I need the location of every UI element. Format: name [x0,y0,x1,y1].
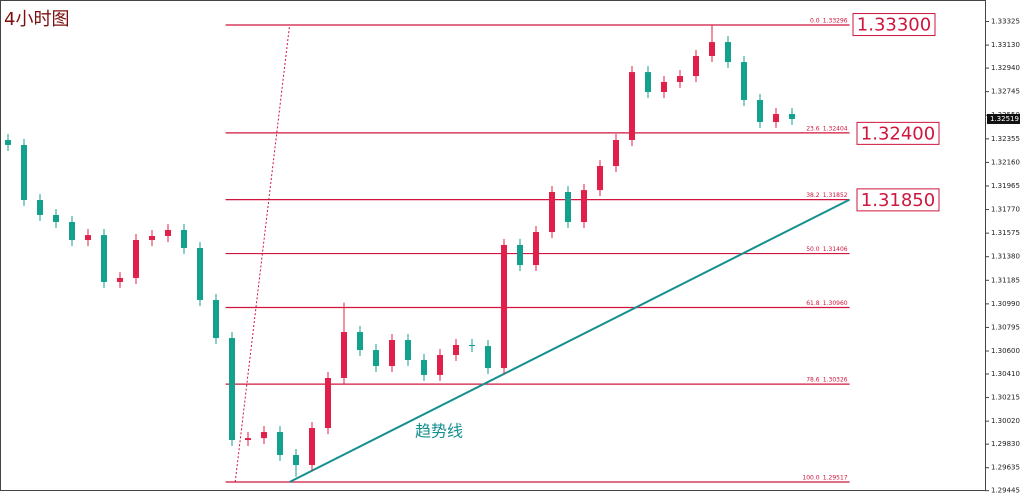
candle-body [693,55,699,77]
candle-body [373,350,379,367]
candle-body [341,332,347,378]
y-tick-label: 1.30990 [991,300,1020,308]
price-annotation-box [856,121,940,145]
fib-level-price: 1.33296 [823,18,848,25]
candle-body [405,340,411,360]
candle-body [789,114,795,119]
candle-body [613,140,619,167]
candle-body [5,140,11,145]
price-annotation-box [856,188,940,212]
y-tick-label: 1.31965 [991,182,1020,190]
y-tick-label: 1.32745 [991,88,1020,96]
y-tick-label: 1.29635 [991,464,1020,472]
candle-body [117,277,123,282]
candle-body [309,428,315,466]
candle-body [53,214,59,223]
y-tick-label: 1.31185 [991,276,1020,284]
y-tick-label: 1.32160 [991,158,1020,166]
candle-body [69,222,75,241]
candle-body [261,432,267,439]
candle-body [37,199,43,215]
y-tick-label: 1.31380 [991,253,1020,261]
candle-body [677,76,683,82]
candle-body [549,192,555,233]
candle-body [725,42,731,63]
candle-body [565,192,571,223]
fib-level-price: 1.31406 [823,246,848,253]
current-price-label: 1.32519 [990,115,1019,123]
candle-body [629,72,635,141]
y-tick-label: 1.31770 [991,206,1020,214]
fib-level-ratio: 50.0 [806,246,820,253]
fib-level-price: 1.30960 [823,300,848,307]
candle-body [21,144,27,200]
candle-body [773,114,779,123]
fib-level-ratio: 23.6 [806,125,820,132]
fib-level-price: 1.32404 [823,125,848,132]
candle-body [661,81,667,93]
candle-body [389,340,395,367]
trendline-label: 趋势线 [415,422,463,441]
candle-body [469,344,475,347]
trendline [289,198,851,483]
y-tick-label: 1.29445 [991,487,1020,495]
y-tick-label: 1.30795 [991,323,1020,331]
candle-body [325,377,331,429]
candle-body [517,244,523,266]
candle-body [741,62,747,100]
y-tick-label: 1.30410 [991,370,1020,378]
fib-level-ratio: 61.8 [806,300,820,307]
y-tick-label: 1.30600 [991,347,1020,355]
candle-body [165,229,171,237]
fib-anchor-line [234,24,291,483]
candle-body [101,235,107,282]
y-tick-label: 1.30215 [991,394,1020,402]
candle-body [453,344,459,356]
candle-body [357,332,363,351]
current-price-tag [987,113,1020,124]
y-tick-label: 1.33130 [991,41,1020,49]
y-tick-label: 1.32940 [991,64,1020,72]
candle-body [485,346,491,369]
candle-body [245,438,251,441]
y-tick-label: 1.31575 [991,229,1020,237]
fib-level-ratio: 100.0 [802,474,819,481]
candle-body [197,248,203,300]
candle-body [181,229,187,248]
candle-body [645,72,651,93]
price-annotation: 1.32400 [861,123,935,144]
candle-body [709,42,715,56]
candle-body [421,359,427,375]
fib-level-price: 1.29517 [823,474,848,481]
chart-title: 4小时图 [4,9,69,30]
candle-body [133,240,139,278]
price-annotation: 1.31850 [861,190,935,211]
candle-body [757,99,763,123]
candle-body [293,455,299,466]
fib-level-ratio: 38.2 [806,192,820,199]
candle-body [533,232,539,266]
price-annotation: 1.33300 [857,15,931,36]
y-tick-label: 1.30020 [991,417,1020,425]
candle-body [581,190,587,223]
candle-body [437,355,443,375]
candle-body [213,299,219,339]
candle-body [149,236,155,241]
candle-body [501,244,507,369]
candle-body [597,166,603,191]
y-tick-label: 1.32355 [991,135,1020,143]
candle-body [229,338,235,441]
fib-level-ratio: 78.6 [806,377,820,384]
fib-level-ratio: 0.0 [810,18,820,25]
plot-frame [0,0,986,491]
candle-body [85,235,91,241]
candle-body [277,432,283,456]
y-tick-label: 1.33325 [991,18,1020,26]
price-annotation-box [852,13,936,37]
fib-level-price: 1.30326 [823,377,848,384]
fib-level-price: 1.31852 [823,192,848,199]
y-tick-label: 1.29830 [991,440,1020,448]
